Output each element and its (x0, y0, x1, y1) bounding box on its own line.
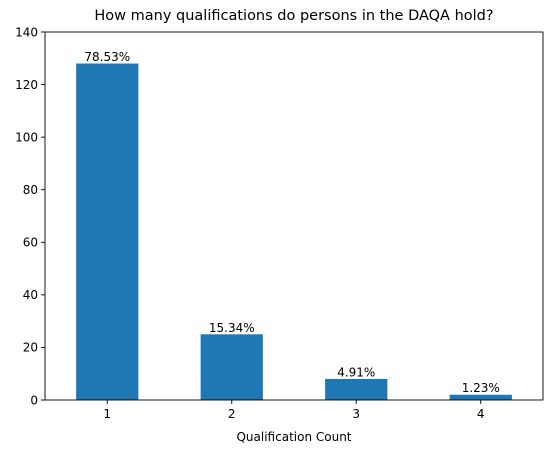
y-tick-label: 0 (30, 393, 38, 407)
data-label-4: 1.23% (462, 381, 500, 395)
chart-title: How many qualifications do persons in th… (94, 8, 493, 24)
y-tick-label: 20 (23, 341, 38, 355)
x-tick-label: 3 (352, 407, 360, 421)
x-tick-label: 1 (103, 407, 111, 421)
data-label-2: 15.34% (209, 321, 255, 335)
y-tick-label: 40 (23, 288, 38, 302)
bar-1 (76, 63, 139, 400)
bar-4 (449, 394, 512, 400)
bars (76, 63, 512, 400)
y-tick-label: 120 (15, 78, 38, 92)
data-label-3: 4.91% (337, 365, 375, 379)
x-tick-label: 2 (228, 407, 236, 421)
y-tick-label: 100 (15, 130, 38, 144)
bar-3 (325, 378, 388, 400)
plot-frame (44, 31, 544, 401)
y-tick-label: 140 (15, 25, 38, 39)
bar-2 (200, 334, 263, 400)
y-tick-label: 60 (23, 236, 38, 250)
data-labels: 78.53% 15.34% 4.91% 1.23% (84, 50, 499, 395)
x-axis-label: Qualification Count (236, 430, 351, 444)
x-tick-label: 4 (477, 407, 485, 421)
y-tick-label: 80 (23, 183, 38, 197)
y-axis: 0 20 40 60 80 100 120 140 (15, 25, 45, 407)
data-label-1: 78.53% (84, 50, 130, 64)
x-axis: 1 2 3 4 (103, 400, 485, 421)
